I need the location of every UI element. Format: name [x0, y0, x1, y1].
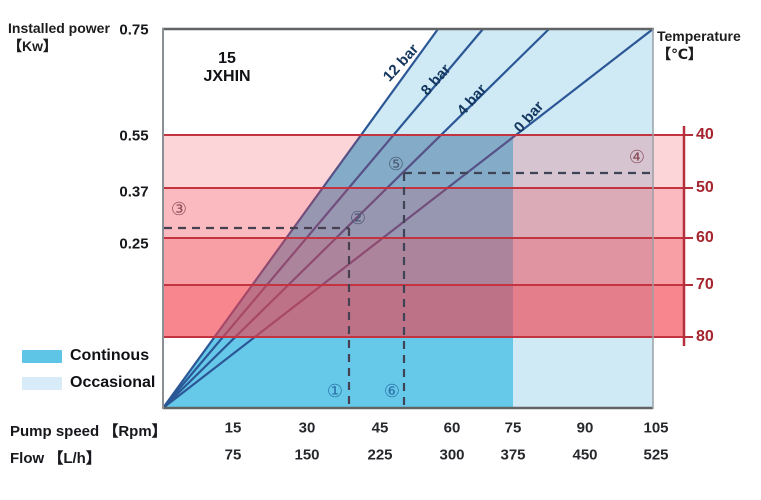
flow-tick-75: 75: [224, 446, 242, 464]
pressure-line-12bar: [162, 28, 439, 409]
legend-item-occasional: Occasional: [22, 374, 155, 392]
pump-speed-tick-30: 30: [298, 419, 316, 437]
temp-band-70-80: [163, 285, 684, 337]
right-tick-60: 60: [696, 229, 714, 246]
flow-tick-150: 150: [294, 446, 320, 464]
continuous-label: Continous: [70, 347, 150, 364]
continuous-swatch: [22, 349, 62, 363]
flow-tick-225: 225: [367, 446, 393, 464]
marker-6-flow: ⑥: [383, 381, 401, 402]
temperature-axis-title-line1: Temperature: [657, 28, 741, 44]
flow-tick-375: 375: [500, 446, 526, 464]
chart-title: 15 JXHIN: [203, 50, 250, 87]
flow-tick-450: 450: [572, 446, 598, 464]
pump-speed-tick-105: 105: [643, 419, 669, 437]
right-tick-40: 40: [696, 126, 714, 143]
pump-speed-tick-60: 60: [443, 419, 461, 437]
pump-speed-tick-45: 45: [371, 419, 389, 437]
marker-1-pump-speed: ①: [326, 381, 344, 402]
chart-title-model: JXHIN: [203, 68, 251, 86]
marker-5-intersection: ⑤: [387, 154, 405, 175]
occasional-swatch: [22, 376, 62, 390]
marker-2-intersection: ②: [349, 208, 367, 229]
right-tick-80: 80: [696, 328, 714, 345]
occasional-label: Occasional: [70, 374, 156, 391]
pump-speed-tick-90: 90: [576, 419, 594, 437]
left-tick-0-37: 0.37: [119, 183, 149, 201]
pump-speed-axis-label: Pump speed 【Rpm】: [10, 423, 167, 440]
marker-4-temperature-readout: ④: [628, 147, 646, 168]
pressure-line-8bar: [162, 28, 484, 409]
pump-speed-tick-75: 75: [504, 419, 522, 437]
left-tick-0-25: 0.25: [119, 235, 149, 253]
installed-power-axis-title-line1: Installed power: [8, 20, 110, 36]
pressure-line-4bar: [162, 28, 550, 409]
chart-title-size: 15: [218, 50, 236, 67]
installed-power-axis-title: Installed power 【Kw】: [8, 20, 110, 55]
flow-axis-label: Flow 【L/h】: [10, 450, 101, 467]
left-tick-0-55: 0.55: [119, 127, 149, 145]
pressure-line-0bar: [162, 28, 654, 409]
temp-band-40-50: [163, 135, 684, 188]
left-tick-0-75: 0.75: [119, 21, 149, 39]
temperature-axis-title-line2: 【℃】: [657, 45, 702, 62]
pump-speed-tick-15: 15: [224, 419, 242, 437]
flow-tick-300: 300: [439, 446, 465, 464]
installed-power-axis-title-line2: 【Kw】: [8, 37, 57, 54]
temperature-axis-title: Temperature 【℃】: [657, 28, 741, 63]
temp-band-50-60: [163, 188, 684, 238]
temp-band-60-70: [163, 238, 684, 285]
right-tick-50: 50: [696, 179, 714, 196]
marker-3-power-readout: ③: [170, 199, 188, 220]
legend-item-continuous: Continous: [22, 347, 155, 365]
right-tick-70: 70: [696, 276, 714, 293]
legend: Continous Occasional: [22, 347, 155, 392]
flow-tick-525: 525: [643, 446, 669, 464]
